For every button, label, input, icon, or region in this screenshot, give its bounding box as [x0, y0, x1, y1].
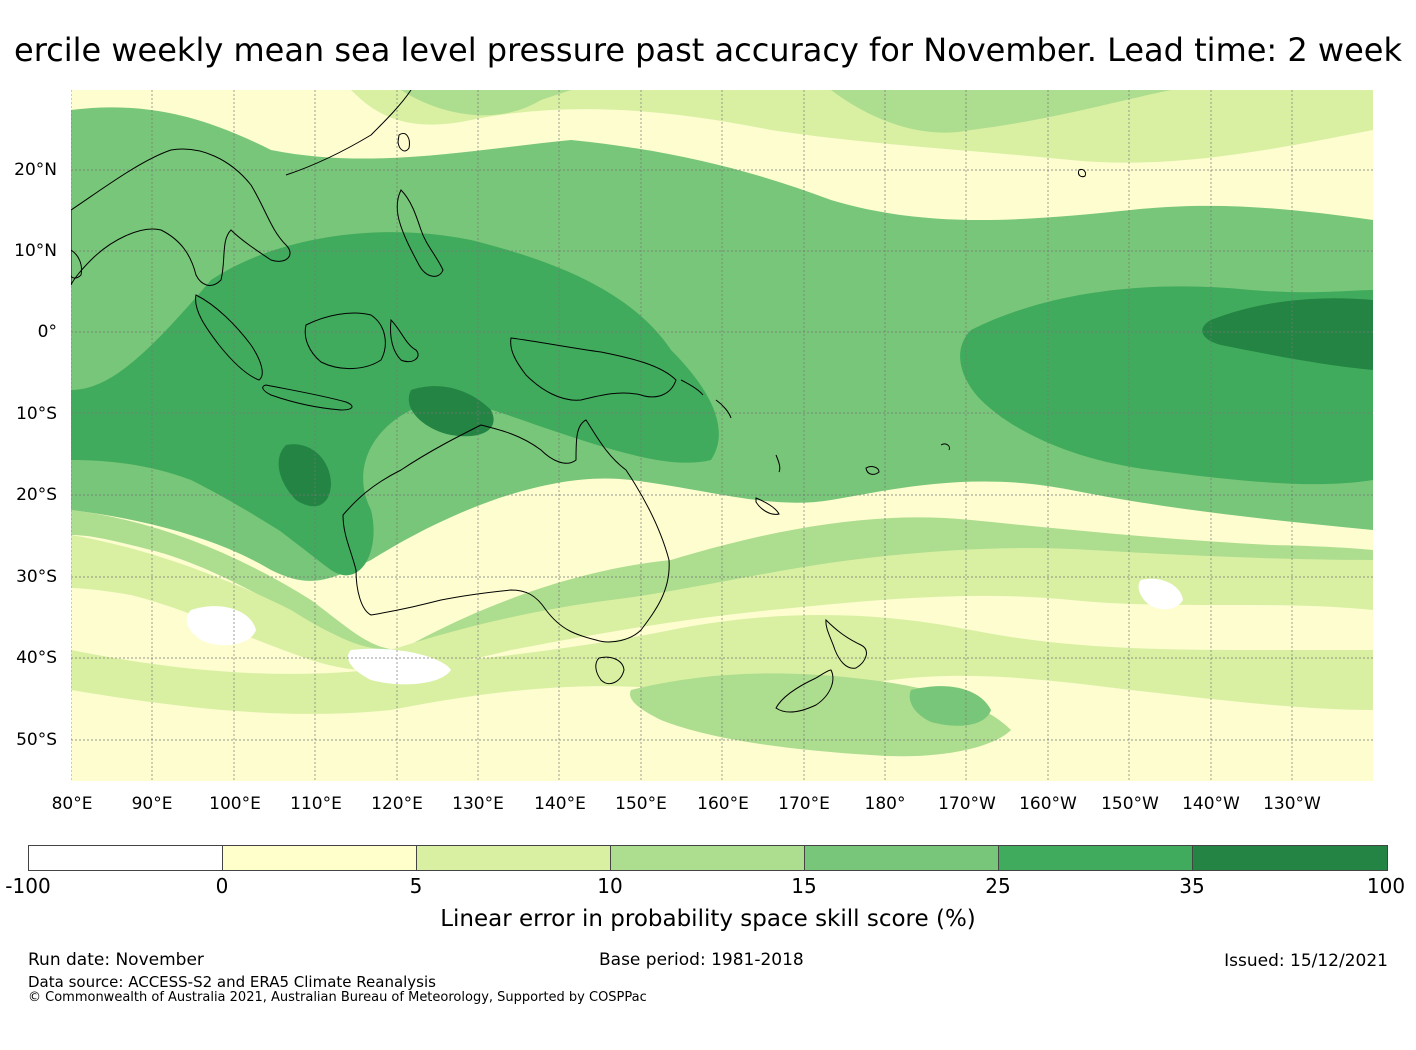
- latitude-label: 50°S: [16, 730, 57, 750]
- longitude-label: 160°W: [1019, 794, 1077, 814]
- latitude-label: 20°N: [14, 160, 57, 180]
- sumatra-coastline: [195, 294, 263, 381]
- java-coastline: [262, 384, 353, 411]
- latitude-label: 40°S: [16, 648, 57, 668]
- colorbar-tick: 0: [215, 874, 229, 898]
- taiwan-coastline: [397, 133, 410, 152]
- colorbar-label: Linear error in probability space skill …: [440, 906, 976, 932]
- longitude-label: 80°E: [51, 794, 93, 814]
- colorbar-tick: -100: [5, 874, 51, 898]
- coastlines: [71, 90, 1086, 713]
- colorbar-tick: 15: [791, 874, 817, 898]
- longitude-label: 110°E: [290, 794, 342, 814]
- colorbar-tick: 10: [597, 874, 623, 898]
- colorbar-segment: [416, 845, 611, 871]
- new-guinea-coastline: [510, 337, 677, 401]
- colorbar-segment: [222, 845, 417, 871]
- longitude-label: 170°W: [938, 794, 996, 814]
- longitude-label: 130°W: [1263, 794, 1321, 814]
- skill-regions: [71, 90, 1373, 781]
- data-source: Data source: ACCESS-S2 and ERA5 Climate …: [28, 973, 436, 991]
- china-coastline: [285, 90, 412, 176]
- borneo-coastline: [304, 312, 386, 370]
- philippines-coastline: [396, 189, 444, 277]
- longitude-label: 140°W: [1182, 794, 1240, 814]
- longitude-label: 150°W: [1101, 794, 1159, 814]
- sulawesi-coastline: [390, 318, 419, 363]
- longitude-label: 150°E: [615, 794, 667, 814]
- colorbar-tick: 100: [1366, 874, 1406, 898]
- colorbar-segment: [1192, 845, 1388, 871]
- latitude-label: 20°S: [16, 485, 57, 505]
- longitude-label: 90°E: [131, 794, 173, 814]
- latitude-label: 30°S: [16, 567, 57, 587]
- colorbar-tick: 5: [409, 874, 423, 898]
- graticule: [71, 90, 1373, 781]
- colorbar-tick: 25: [985, 874, 1011, 898]
- southeast-asia-coastline: [71, 148, 291, 286]
- skill-score-map: [71, 90, 1373, 781]
- copyright: © Commonwealth of Australia 2021, Austra…: [28, 990, 647, 1005]
- colorbar-segment: [610, 845, 805, 871]
- new-zealand-north-coastline: [825, 618, 867, 669]
- new-zealand-south-coastline: [775, 669, 834, 713]
- latitude-label: 0°: [37, 322, 57, 342]
- skill-map-canvas: [71, 90, 1373, 781]
- run-date: Run date: November: [28, 950, 204, 970]
- issued-date: Issued: 15/12/2021: [1224, 951, 1388, 971]
- longitude-label: 100°E: [209, 794, 261, 814]
- longitude-label: 140°E: [534, 794, 586, 814]
- colorbar-segment: [28, 845, 223, 871]
- map-title: ercile weekly mean sea level pressure pa…: [14, 31, 1402, 69]
- tasmania-coastline: [595, 656, 625, 685]
- colorbar-tick: 35: [1179, 874, 1205, 898]
- colorbar-segment: [998, 845, 1193, 871]
- latitude-label: 10°N: [14, 241, 57, 261]
- longitude-label: 180°: [864, 794, 906, 814]
- longitude-label: 170°E: [778, 794, 830, 814]
- australia-coastline: [342, 419, 670, 643]
- longitude-label: 160°E: [697, 794, 749, 814]
- base-period: Base period: 1981-2018: [599, 950, 804, 970]
- colorbar-segment: [804, 845, 999, 871]
- longitude-label: 120°E: [371, 794, 423, 814]
- latitude-label: 10°S: [16, 404, 57, 424]
- longitude-label: 130°E: [452, 794, 504, 814]
